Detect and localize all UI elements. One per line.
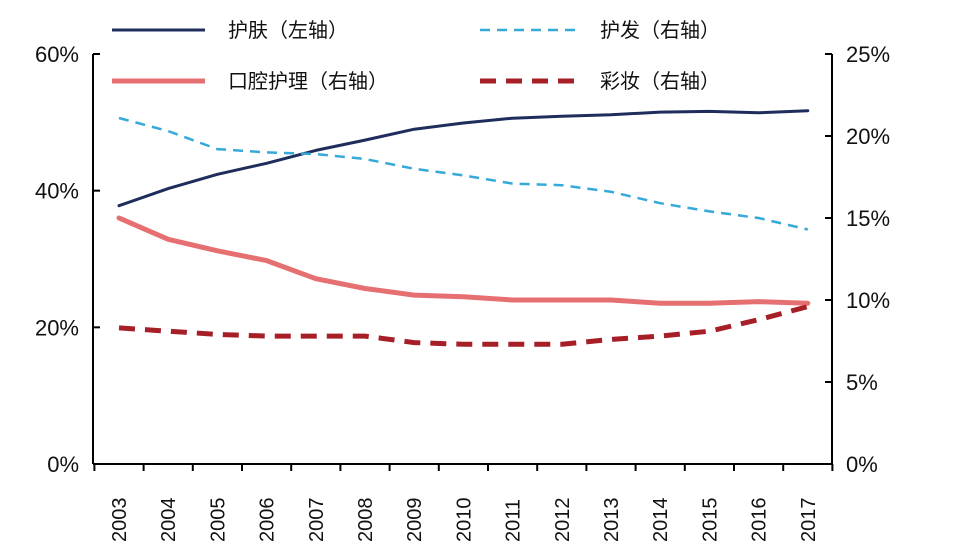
x-axis-tick-label: 2011 [503, 499, 525, 542]
x-axis-tick-label: 2014 [650, 498, 672, 543]
x-axis-tick-label: 2017 [798, 498, 820, 543]
series-line [118, 116, 809, 231]
x-axis-tick-label: 2008 [355, 498, 377, 543]
x-axis-tick-label: 2004 [158, 498, 180, 543]
left-axis-tick-label: 60% [35, 42, 79, 67]
series-line [117, 109, 810, 208]
right-axis-tick-label: 15% [846, 206, 890, 231]
right-axis-tick-label: 20% [846, 124, 890, 149]
axes: 0% 20% 40% 60% 0% 5% 10% 15% 20% 25% 2003 2004 2005 2… [35, 42, 890, 542]
x-axis-tick-label: 2016 [749, 498, 771, 543]
legend-label: 口腔护理（右轴） [228, 70, 388, 93]
x-axis-tick-label: 2009 [404, 498, 426, 543]
right-axis-tick-label: 25% [846, 42, 890, 67]
right-axis-tick-label: 0% [846, 452, 878, 477]
legend-label: 护肤（左轴） [228, 19, 348, 42]
left-axis-tick-label: 20% [35, 315, 79, 340]
x-axis-tick-label: 2013 [601, 498, 623, 543]
series-line [118, 304, 809, 347]
left-axis-tick-label: 0% [47, 452, 79, 477]
x-axis-tick-label: 2010 [453, 497, 475, 542]
series-line [116, 215, 811, 306]
x-axis-tick-label: 2007 [306, 498, 328, 543]
x-axis-tick-label: 2012 [552, 498, 574, 543]
x-axis-tick-label: 2006 [257, 498, 279, 543]
legend: 护肤（左轴） 护发（右轴） 口腔护理（右轴） 彩妆（右轴） [112, 19, 720, 93]
x-axis-tick-label: 2005 [207, 498, 229, 543]
left-axis-tick-label: 40% [35, 179, 79, 204]
x-axis-tick-label: 2015 [699, 498, 721, 543]
legend-label: 护发（右轴） [600, 19, 720, 42]
x-axis-tick-label: 2003 [109, 498, 131, 543]
series-lines [116, 109, 811, 347]
right-axis-tick-label: 10% [846, 288, 890, 313]
legend-label: 彩妆（右轴） [600, 70, 720, 93]
right-axis-tick-label: 5% [846, 370, 878, 395]
